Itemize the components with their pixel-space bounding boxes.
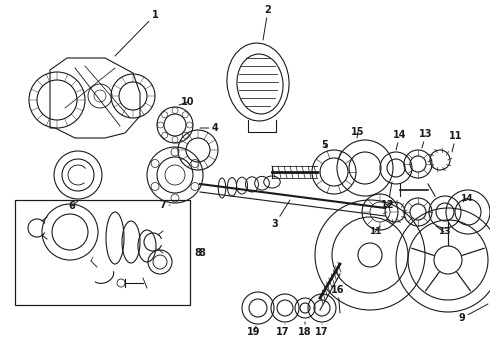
Text: 7: 7 — [160, 200, 170, 210]
Text: 10: 10 — [179, 97, 195, 107]
Text: 17: 17 — [276, 324, 290, 337]
Text: 14: 14 — [460, 194, 472, 202]
Text: 8: 8 — [198, 248, 205, 258]
Text: 17: 17 — [315, 324, 329, 337]
Text: 12: 12 — [381, 182, 395, 210]
Bar — [15, 200, 190, 305]
Text: 15: 15 — [351, 127, 365, 138]
Text: 19: 19 — [247, 326, 261, 337]
Text: 1: 1 — [115, 10, 158, 56]
Text: 13: 13 — [419, 129, 433, 148]
Text: 3: 3 — [271, 200, 290, 229]
Text: 6: 6 — [69, 201, 78, 211]
Text: 13: 13 — [436, 226, 450, 237]
Text: 16: 16 — [331, 285, 345, 313]
Text: 9: 9 — [459, 304, 488, 323]
Text: 18: 18 — [298, 322, 312, 337]
Text: 5: 5 — [321, 140, 328, 150]
Text: 15: 15 — [0, 359, 1, 360]
Text: 14: 14 — [393, 130, 407, 150]
Text: 4: 4 — [200, 123, 219, 133]
Text: 2: 2 — [263, 5, 271, 40]
Text: 11: 11 — [449, 131, 463, 152]
Text: 8: 8 — [195, 248, 201, 258]
Text: 11: 11 — [369, 226, 381, 237]
